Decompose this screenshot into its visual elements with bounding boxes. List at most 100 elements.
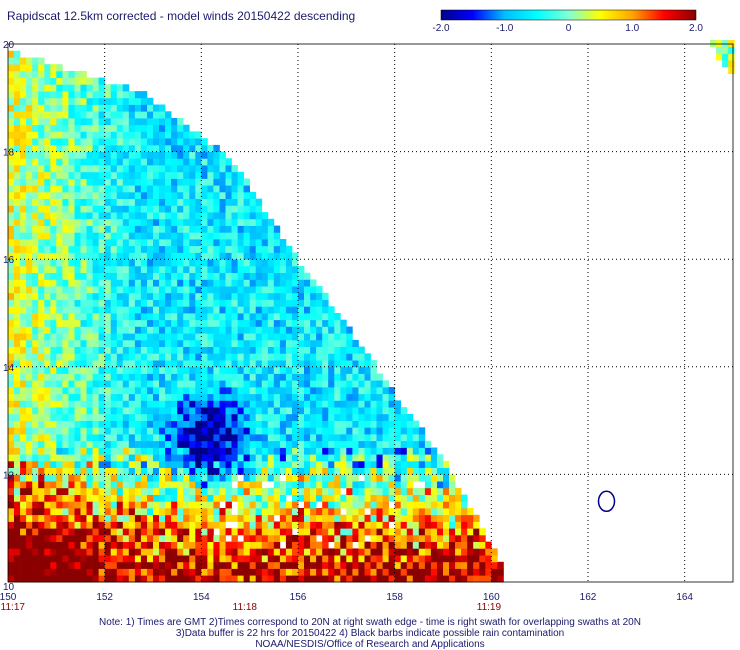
heatmap-cell [437,481,444,489]
heatmap-cell [189,239,196,247]
heatmap-cell [134,420,142,428]
heatmap-cell [140,575,148,583]
heatmap-cell [340,353,347,361]
heatmap-cell [80,91,87,99]
heatmap-cell [231,353,238,361]
heatmap-cell [183,387,190,395]
heatmap-cell [298,319,305,327]
heatmap-cell [128,292,136,300]
heatmap-cell [110,501,118,509]
heatmap-cell [159,387,166,395]
heatmap-cell [183,568,190,576]
heatmap-cell [412,447,420,455]
heatmap-cell [219,494,226,502]
heatmap-cell [183,501,190,509]
heatmap-cell [128,171,136,179]
heatmap-cell [104,272,112,280]
heatmap-cell [171,521,178,529]
heatmap-cell [394,487,402,495]
heatmap-cell [110,521,118,529]
heatmap-cell [255,366,263,374]
heatmap-cell [134,521,142,529]
heatmap-cell [86,118,93,126]
heatmap-cell [455,508,462,516]
heatmap-cell [249,333,257,341]
heatmap-cell [201,548,208,556]
heatmap-cell [104,413,112,421]
heatmap-cell [479,561,486,569]
heatmap-cell [62,427,69,435]
heatmap-cell [68,91,75,99]
heatmap-cell [110,239,118,247]
heatmap-cell [98,534,105,542]
heatmap-cell [92,555,99,563]
heatmap-cell [20,534,27,542]
heatmap-cell [32,474,39,482]
heatmap-cell [285,393,293,401]
heatmap-cell [140,232,148,240]
heatmap-cell [400,420,408,428]
heatmap-cell [322,400,329,408]
heatmap-cell [44,84,51,92]
heatmap-cell [231,494,238,502]
heatmap-cell [298,447,305,455]
heatmap-cell [213,178,220,186]
heatmap-cell [38,138,45,146]
heatmap-cell [20,158,27,166]
heatmap-cell [32,57,39,65]
heatmap-cell [310,575,317,583]
heatmap-cell [370,387,377,395]
heatmap-cell [273,548,281,556]
heatmap-cell [32,487,39,495]
heatmap-cell [273,380,281,388]
note-line-1: Note: 1) Times are GMT 2)Times correspon… [99,617,641,628]
heatmap-cell [207,534,214,542]
heatmap-cell [44,198,51,206]
heatmap-cell [68,77,75,85]
heatmap-cell [104,191,112,199]
heatmap-cell [104,346,112,354]
heatmap-cell [26,64,33,72]
heatmap-cell [80,225,87,233]
heatmap-cell [8,555,15,563]
heatmap-cell [177,407,184,415]
heatmap-cell [292,454,299,462]
heatmap-cell [80,97,87,105]
heatmap-cell [147,185,154,193]
heatmap-cell [159,366,166,374]
heatmap-cell [86,158,93,166]
heatmap-cell [285,501,293,509]
heatmap-cell [255,313,263,321]
heatmap-cell [56,158,63,166]
heatmap-cell [26,313,33,321]
heatmap-cell [116,151,124,159]
heatmap-cell [128,265,136,273]
heatmap-cell [316,575,323,583]
heatmap-cell [388,555,395,563]
heatmap-cell [74,514,81,522]
heatmap-cell [255,501,263,509]
heatmap-cell [74,111,81,119]
heatmap-cell [44,272,51,280]
heatmap-cell [213,165,220,173]
heatmap-cell [68,353,75,361]
heatmap-cell [298,306,305,314]
heatmap-cell [171,353,178,361]
heatmap-cell [400,434,408,442]
heatmap-cell [249,460,257,468]
heatmap-cell [443,521,450,529]
heatmap-cell [128,131,136,139]
heatmap-cell [225,339,232,347]
heatmap-cell [231,265,238,273]
heatmap-cell [370,534,377,542]
heatmap-cell [153,501,160,509]
heatmap-cell [44,346,51,354]
heatmap-cell [26,259,33,267]
heatmap-cell [406,460,414,468]
heatmap-cell [430,460,438,468]
heatmap-cell [74,447,81,455]
heatmap-cell [316,313,323,321]
heatmap-cell [249,380,257,388]
heatmap-cell [310,534,317,542]
heatmap-cell [20,138,27,146]
